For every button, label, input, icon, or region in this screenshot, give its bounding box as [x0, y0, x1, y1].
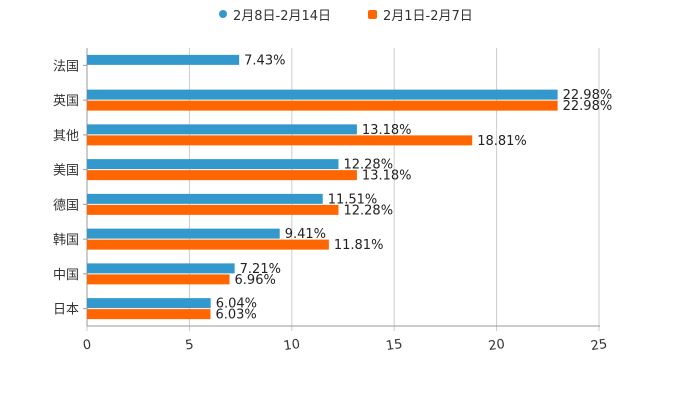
bar-s1-2[interactable]	[87, 124, 357, 135]
bar-s1-0[interactable]	[87, 54, 240, 65]
bar-s2-3[interactable]	[87, 170, 357, 181]
category-label-5: 韩国	[53, 233, 79, 248]
category-label-3: 美国	[53, 164, 79, 179]
data-label-s2-2: 18.81%	[477, 134, 527, 149]
bar-s1-5[interactable]	[87, 228, 280, 239]
data-label-s1-2: 13.18%	[362, 123, 412, 138]
data-label-s1-1: 22.98%	[563, 88, 613, 103]
legend-swatch-series-1	[219, 10, 227, 18]
bar-s1-6[interactable]	[87, 263, 235, 274]
data-label-s1-6: 7.21%	[240, 262, 281, 277]
legend-item-series-2[interactable]: 2月1日-2月7日	[368, 5, 473, 24]
bar-s2-7[interactable]	[87, 309, 211, 320]
category-label-2: 其他	[53, 129, 79, 144]
legend-label-series-1: 2月8日-2月14日	[233, 8, 332, 24]
data-label-s2-7: 6.03%	[215, 308, 256, 323]
x-tick-label-5: 5	[184, 337, 194, 353]
data-label-s1-4: 11.51%	[328, 192, 378, 207]
category-label-0: 法国	[53, 59, 79, 74]
legend-label-series-2: 2月1日-2月7日	[383, 8, 473, 24]
bar-s2-4[interactable]	[87, 204, 339, 215]
category-label-4: 德国	[53, 198, 79, 213]
legend-swatch-series-2	[368, 9, 377, 19]
category-label-6: 中国	[53, 268, 79, 283]
bar-s1-3[interactable]	[87, 159, 339, 170]
x-tick-label-15: 15	[385, 337, 403, 354]
data-label-s1-0: 7.43%	[244, 53, 285, 68]
x-tick-label-20: 20	[487, 337, 505, 354]
data-label-s1-7: 6.04%	[216, 297, 257, 312]
bar-s2-2[interactable]	[87, 135, 473, 146]
data-label-s2-3: 13.18%	[362, 169, 412, 184]
category-label-7: 日本	[53, 303, 79, 318]
data-label-s1-5: 9.41%	[285, 227, 326, 242]
x-tick-label-0: 0	[82, 337, 92, 353]
data-label-s2-1: 22.98%	[563, 99, 613, 114]
bar-s1-7[interactable]	[87, 298, 211, 309]
bar-s2-5[interactable]	[87, 239, 329, 250]
data-label-s2-6: 6.96%	[235, 273, 276, 288]
category-label-1: 英国	[53, 94, 79, 109]
x-tick-label-25: 25	[590, 337, 608, 354]
bar-s2-1[interactable]	[87, 100, 558, 111]
legend-item-series-1[interactable]: 2月8日-2月14日	[219, 5, 332, 24]
data-label-s1-3: 12.28%	[343, 158, 393, 173]
data-label-s2-5: 11.81%	[334, 238, 384, 253]
data-label-s2-4: 12.28%	[343, 203, 393, 218]
bar-s2-6[interactable]	[87, 274, 230, 285]
legend: 2月8日-2月14日 2月1日-2月7日	[0, 5, 700, 24]
x-tick-label-10: 10	[283, 337, 301, 354]
bar-s1-4[interactable]	[87, 193, 323, 204]
bar-s1-1[interactable]	[87, 89, 558, 100]
